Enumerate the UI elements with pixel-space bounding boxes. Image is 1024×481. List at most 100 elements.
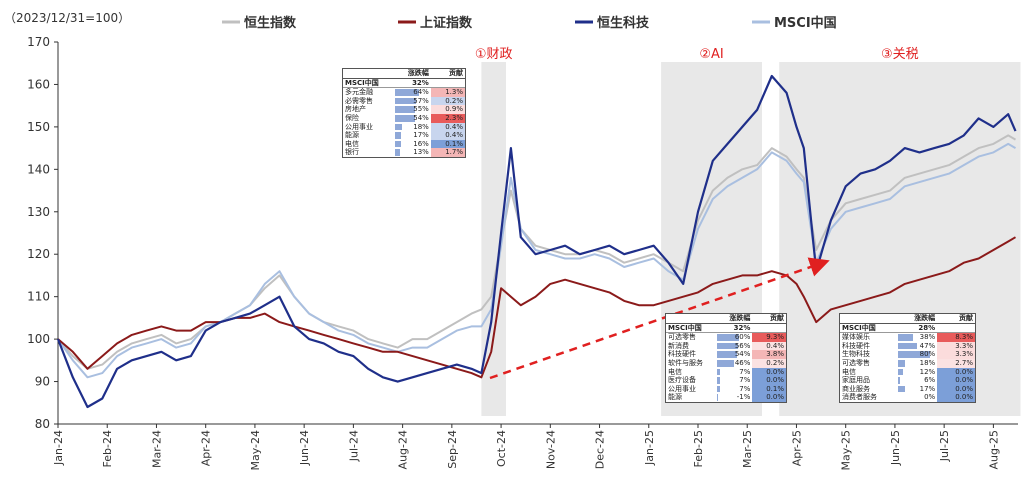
change-bar <box>395 132 402 139</box>
sector-change: 16% <box>413 139 429 148</box>
period-label: ②AI <box>699 47 723 62</box>
legend-label: 上证指数 <box>420 15 473 31</box>
sector-change: 47% <box>919 341 936 350</box>
sector-change-cell: 17% <box>897 385 938 394</box>
change-bar <box>897 342 917 350</box>
sector-contribution: 0.0% <box>752 393 786 402</box>
table-row: 必需零售 57% 0.2% <box>343 96 465 106</box>
x-tick-label: Jan-25 <box>643 430 656 466</box>
change-bar <box>717 377 720 384</box>
table-row: 能源 -1% 0.0% <box>666 393 786 402</box>
trend-arrow <box>489 257 830 380</box>
sector-change-cell: 0% <box>897 393 938 402</box>
table-row: 能源 17% 0.4% <box>343 131 465 140</box>
table-header-cell: 贡献 <box>937 314 975 324</box>
contribution-table-fiscal: 涨跌幅 贡献 MSCI中国 32% 多元金融 64% 1.3% 必需零售 57% 0.2% 房地产 5… <box>342 68 466 158</box>
table-row: 公用事业 18% 0.4% <box>343 122 465 132</box>
table-row: 媒体娱乐 38% 8.3% <box>840 332 975 342</box>
sector-change: 0% <box>924 393 936 402</box>
sector-contribution: 2.7% <box>937 358 975 368</box>
change-bar <box>395 149 400 156</box>
x-tick-label: May-24 <box>249 430 262 471</box>
sector-name: 可选零售 <box>842 358 870 367</box>
sector-change-cell: 7% <box>716 376 752 385</box>
change-bar <box>395 89 419 96</box>
sector-name: 电信 <box>842 367 856 376</box>
sector-change: 38% <box>919 333 936 342</box>
sector-change: -1% <box>736 393 751 402</box>
sector-change-cell: 55% <box>394 105 431 114</box>
x-tick-label: Jun-24 <box>298 430 311 466</box>
table-row: 公用事业 7% 0.1% <box>666 384 786 394</box>
y-tick-label: 150 <box>27 120 50 134</box>
sector-name: 公用事业 <box>668 384 696 393</box>
sector-change-cell: 18% <box>897 359 938 368</box>
table-header-cell: 涨跌幅 <box>896 314 938 324</box>
change-bar <box>395 106 416 113</box>
legend: 恒生指数 上证指数 恒生科技 MSCI中国 <box>222 15 837 31</box>
sector-change-cell: 13% <box>394 148 431 157</box>
total-change: 32% <box>394 78 431 89</box>
sector-change-cell: 64% <box>394 88 431 97</box>
sector-contribution: 0.9% <box>430 105 465 114</box>
period-label: ③关税 <box>881 47 919 62</box>
sector-contribution: 3.3% <box>937 341 975 351</box>
change-bar <box>717 385 720 393</box>
sector-contribution: 8.3% <box>937 332 975 342</box>
sector-change-cell: 7% <box>716 368 752 377</box>
table: 涨跌幅 贡献 MSCI中国 28% 媒体娱乐 38% 8.3% 科技硬件 47% 3.3% 生物科技… <box>840 314 975 402</box>
sector-contribution: 3.8% <box>752 350 786 359</box>
total-spacer <box>937 323 975 334</box>
y-tick-label: 170 <box>27 35 50 49</box>
sector-change-cell: 54% <box>716 350 752 359</box>
table: 涨跌幅 贡献 MSCI中国 32% 可选零售 60% 9.3% 新消费 56% 0.4% 科技硬件 5… <box>666 314 786 402</box>
table-row: 科技硬件 54% 3.8% <box>666 350 786 359</box>
sector-name: 电信 <box>668 367 682 376</box>
y-tick-label: 110 <box>27 290 50 304</box>
x-tick-label: Jul-25 <box>938 430 951 462</box>
sector-change: 80% <box>919 350 936 359</box>
sector-change: 54% <box>734 350 751 359</box>
table-header-cell <box>343 69 395 79</box>
total-spacer <box>430 78 465 89</box>
sector-contribution: 0.1% <box>752 384 786 394</box>
y-tick-label: 160 <box>27 77 50 91</box>
sector-contribution: 0.4% <box>752 341 786 351</box>
table-row: 电信 12% 0.0% <box>840 367 975 377</box>
series-lines <box>56 74 1017 409</box>
table-header-cell: 贡献 <box>430 69 465 79</box>
sector-contribution: 0.2% <box>752 358 786 368</box>
sector-contribution: 3.3% <box>937 350 975 359</box>
sector-change: 12% <box>919 367 936 376</box>
table-row: 软件与服务 46% 0.2% <box>666 358 786 368</box>
sector-contribution: 1.7% <box>430 148 465 157</box>
table-row: 电信 16% 0.1% <box>343 139 465 149</box>
sector-name: 电信 <box>345 139 359 148</box>
change-bar <box>717 359 734 367</box>
table-row: 银行 13% 1.7% <box>343 148 465 157</box>
table-row: 电信 7% 0.0% <box>666 367 786 377</box>
sector-change-cell: 54% <box>394 114 431 123</box>
sector-change: 55% <box>413 105 429 114</box>
sector-change-cell: 18% <box>394 123 431 132</box>
sector-name: 商业服务 <box>842 384 870 393</box>
sector-change-cell: 6% <box>897 376 938 385</box>
sector-contribution: 0.4% <box>430 122 465 132</box>
table-header-cell <box>840 314 897 324</box>
x-tick-label: Mar-25 <box>741 430 754 468</box>
sector-name: 保险 <box>345 113 359 122</box>
sector-change: 60% <box>734 333 751 342</box>
sector-contribution: 9.3% <box>752 332 786 342</box>
table-row: 新消费 56% 0.4% <box>666 341 786 351</box>
x-tick-label: Feb-25 <box>692 430 705 467</box>
sector-change-cell: 80% <box>897 350 938 359</box>
sector-change-cell: 17% <box>394 131 431 140</box>
contribution-table-tariff: 涨跌幅 贡献 MSCI中国 28% 媒体娱乐 38% 8.3% 科技硬件 47% 3.3% 生物科技… <box>839 313 976 403</box>
total-change: 32% <box>716 323 753 334</box>
sector-contribution: 0.1% <box>430 139 465 149</box>
series-line-2 <box>56 74 1017 409</box>
table-header-cell: 涨跌幅 <box>716 314 753 324</box>
total-name: MSCI中国 <box>840 323 897 334</box>
sector-name: 必需零售 <box>345 96 373 105</box>
